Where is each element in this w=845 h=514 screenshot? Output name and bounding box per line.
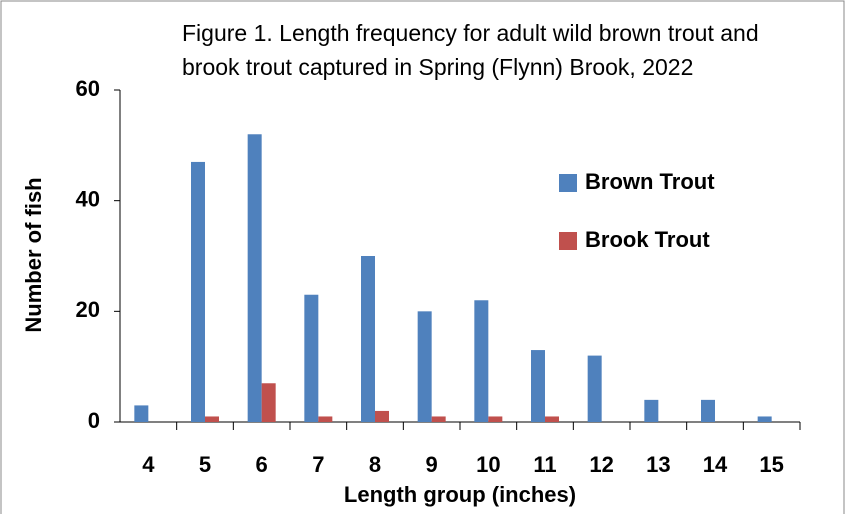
bar [205, 416, 219, 422]
bar [545, 416, 559, 422]
bar [261, 383, 276, 422]
bar [431, 416, 446, 422]
bar [318, 416, 333, 422]
bar [531, 350, 545, 422]
x-tick-label: 14 [703, 452, 728, 477]
x-tick-label: 9 [426, 452, 438, 477]
bar [375, 410, 389, 422]
x-tick-label: 6 [256, 452, 268, 477]
bar [247, 134, 262, 422]
bar [191, 161, 205, 422]
y-tick-label: 60 [76, 76, 100, 101]
legend-label: Brook Trout [585, 227, 710, 252]
y-tick-label: 0 [88, 408, 100, 433]
legend-swatch [559, 174, 577, 192]
x-tick-label: 7 [312, 452, 324, 477]
x-axis-label: Length group (inches) [344, 482, 576, 507]
bar [701, 399, 715, 422]
bar [488, 416, 503, 422]
bar [757, 416, 772, 422]
legend-swatch [559, 232, 577, 250]
y-tick-label: 40 [76, 186, 100, 211]
x-tick-label: 12 [589, 452, 613, 477]
bar [304, 294, 319, 422]
x-tick-label: 10 [476, 452, 500, 477]
y-axis-label: Number of fish [21, 177, 46, 332]
x-tick-label: 15 [759, 452, 783, 477]
x-tick-label: 5 [199, 452, 211, 477]
bar [134, 405, 149, 422]
bar [644, 399, 659, 422]
bar [417, 311, 432, 422]
bar [587, 355, 602, 422]
bar [361, 256, 375, 422]
x-tick-label: 11 [533, 452, 556, 477]
x-tick-label: 8 [369, 452, 381, 477]
x-tick-label: 13 [646, 452, 670, 477]
chart-title: Figure 1. Length frequency for adult wil… [182, 20, 759, 80]
y-tick-label: 20 [76, 297, 100, 322]
bar [474, 300, 489, 422]
legend-label: Brown Trout [585, 169, 715, 194]
x-tick-label: 4 [142, 452, 155, 477]
